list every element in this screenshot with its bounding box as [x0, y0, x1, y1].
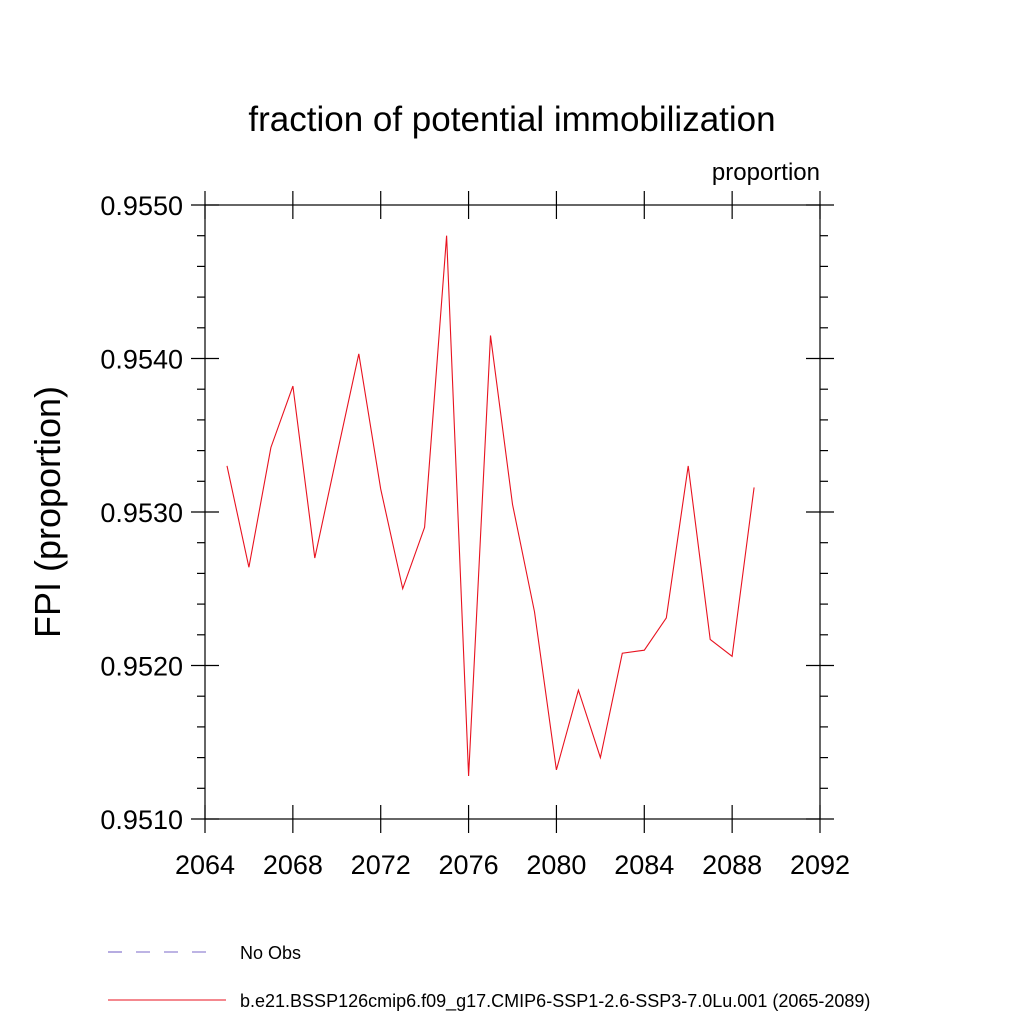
- chart-title: fraction of potential immobilization: [248, 100, 775, 139]
- legend: No Obs b.e21.BSSP126cmip6.f09_g17.CMIP6-S…: [108, 943, 870, 1012]
- x-tick-label: 2080: [526, 850, 586, 880]
- x-tick-label: 2068: [263, 850, 323, 880]
- tick-labels: 2064 2068 2072 2076 2080 2084 2088 2092 0.9510 0.…: [100, 191, 850, 880]
- units-label: proportion: [712, 159, 820, 186]
- series-line: [226, 235, 755, 777]
- x-tick-label: 2072: [351, 850, 411, 880]
- y-tick-label: 0.9540: [100, 345, 183, 375]
- x-tick-label: 2092: [790, 850, 850, 880]
- y-tick-label: 0.9520: [100, 652, 183, 682]
- x-tick-label: 2088: [702, 850, 762, 880]
- x-tick-label: 2076: [439, 850, 499, 880]
- tick-marks: [191, 191, 834, 833]
- plot-frame: [204, 204, 821, 820]
- y-tick-label: 0.9510: [100, 805, 183, 835]
- series-group: [226, 235, 755, 777]
- legend-label: No Obs: [240, 943, 301, 963]
- y-tick-label: 0.9530: [100, 498, 183, 528]
- y-tick-label: 0.9550: [100, 191, 183, 221]
- x-tick-label: 2064: [175, 850, 235, 880]
- legend-label: b.e21.BSSP126cmip6.f09_g17.CMIP6-SSP1-2.…: [240, 991, 870, 1012]
- y-axis-label: FPI (proportion): [27, 386, 68, 638]
- x-tick-label: 2084: [614, 850, 674, 880]
